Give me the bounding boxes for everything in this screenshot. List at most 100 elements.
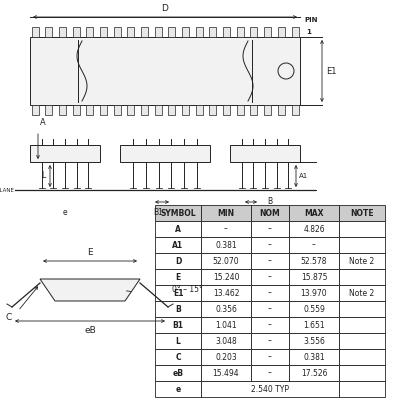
Bar [100,105,107,115]
Bar [289,221,339,237]
Bar [251,333,289,349]
Bar [155,285,201,301]
Text: 13.970: 13.970 [301,288,327,298]
Text: 0.381: 0.381 [215,240,237,250]
Bar [339,333,385,349]
Text: –: – [268,320,272,330]
Bar [237,27,244,37]
Bar [30,145,100,162]
Text: Note 2: Note 2 [349,256,375,266]
Text: 0.559: 0.559 [303,304,325,314]
Bar [250,105,258,115]
Bar [251,221,289,237]
Bar [155,205,201,221]
Bar [120,145,210,162]
Bar [114,27,121,37]
Text: –: – [268,352,272,362]
Bar [168,105,175,115]
Text: 15.875: 15.875 [301,272,327,282]
Bar [289,333,339,349]
Bar [289,205,339,221]
Bar [339,301,385,317]
Bar [251,301,289,317]
Text: 17.526: 17.526 [301,368,327,378]
Bar [251,317,289,333]
Text: –: – [268,304,272,314]
Text: e: e [175,384,181,394]
Bar [292,27,298,37]
Bar [201,237,251,253]
Text: E1: E1 [173,288,183,298]
Bar [155,381,201,397]
Text: eB: eB [84,326,96,335]
Bar [201,333,251,349]
Bar [182,105,189,115]
Bar [155,349,201,365]
Bar [339,381,385,397]
Bar [251,205,289,221]
Text: 52.578: 52.578 [301,256,327,266]
Text: 13.462: 13.462 [213,288,239,298]
Bar [289,365,339,381]
Text: L: L [41,172,45,180]
Text: –: – [268,256,272,266]
Text: C: C [6,313,12,322]
Bar [223,27,230,37]
Text: NOM: NOM [260,208,280,218]
Text: 1: 1 [306,29,311,35]
Text: D: D [175,256,181,266]
Text: –: – [312,240,316,250]
Bar [155,221,201,237]
Bar [223,105,230,115]
Text: L: L [176,336,180,346]
Bar [155,253,201,269]
Bar [209,27,216,37]
Text: 0.203: 0.203 [215,352,237,362]
Bar [264,105,271,115]
Text: 15.240: 15.240 [213,272,239,282]
Bar [32,27,38,37]
Text: –: – [268,368,272,378]
Bar [201,285,251,301]
Text: 0.381: 0.381 [303,352,325,362]
Bar [289,349,339,365]
Bar [251,349,289,365]
Text: A1: A1 [172,240,184,250]
Bar [168,27,175,37]
Text: E: E [87,248,93,257]
Text: 15.494: 15.494 [213,368,239,378]
Bar [155,269,201,285]
Bar [251,237,289,253]
Bar [100,27,107,37]
Text: SYMBOL: SYMBOL [160,208,196,218]
Text: B1: B1 [172,320,184,330]
Text: PIN: PIN [304,17,318,23]
Bar [32,105,38,115]
Bar [292,105,298,115]
Bar [289,237,339,253]
Bar [182,27,189,37]
Text: B: B [267,196,272,206]
Bar [278,27,285,37]
Bar [155,27,162,37]
Bar [155,105,162,115]
Text: –: – [268,272,272,282]
Text: Note 2: Note 2 [349,288,375,298]
Bar [201,381,339,397]
Text: 0° – 15°: 0° – 15° [172,286,203,294]
Text: e: e [63,208,67,217]
Bar [289,285,339,301]
Text: –: – [268,336,272,346]
Text: D: D [162,4,168,13]
Bar [339,253,385,269]
Text: –: – [268,240,272,250]
Text: 1.041: 1.041 [215,320,237,330]
Text: E1: E1 [326,66,336,76]
Bar [45,27,52,37]
Bar [289,253,339,269]
Bar [251,253,289,269]
Bar [30,37,300,105]
Bar [141,27,148,37]
Bar [86,105,93,115]
Text: A1: A1 [299,173,308,179]
